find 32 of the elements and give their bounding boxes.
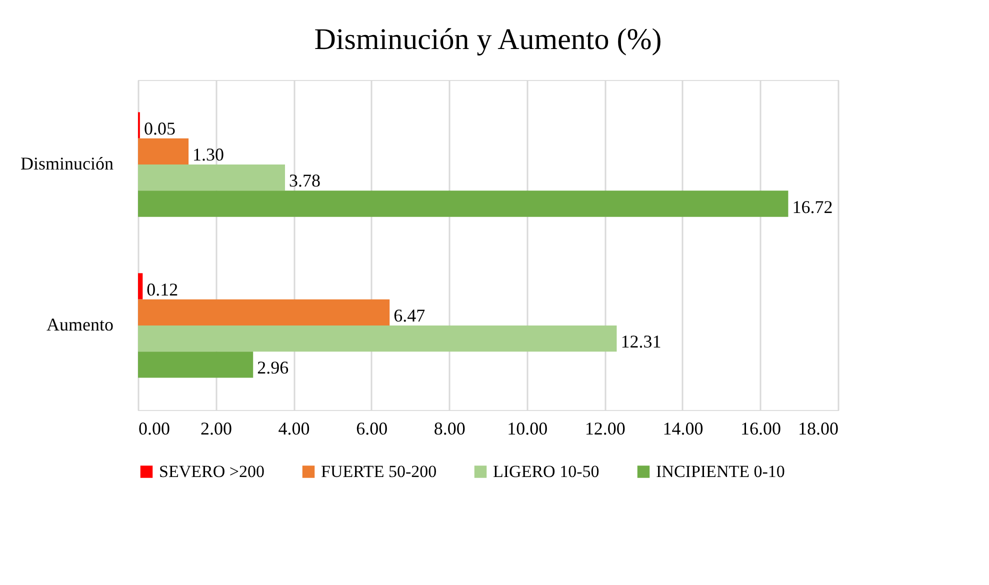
legend-label: LIGERO 10-50 bbox=[493, 462, 600, 481]
y-tick-label: Disminución bbox=[20, 154, 114, 174]
bar bbox=[138, 273, 143, 300]
x-tick-label: 12.00 bbox=[584, 418, 626, 438]
chart-title: Disminución y Aumento (%) bbox=[314, 23, 662, 56]
legend-label: INCIPIENTE 0-10 bbox=[656, 462, 785, 481]
legend-label: FUERTE 50-200 bbox=[321, 462, 437, 481]
x-tick-label: 4.00 bbox=[278, 418, 310, 438]
bar bbox=[138, 164, 285, 191]
data-label: 16.72 bbox=[792, 196, 833, 217]
data-label: 0.05 bbox=[144, 118, 176, 138]
bar bbox=[138, 190, 788, 217]
bar bbox=[138, 138, 189, 165]
x-tick-label: 2.00 bbox=[200, 418, 232, 438]
x-tick-label: 10.00 bbox=[507, 418, 548, 438]
x-tick-label: 0.00 bbox=[138, 418, 170, 438]
x-tick-label: 18.00 bbox=[798, 418, 838, 438]
x-tick-label: 16.00 bbox=[740, 418, 781, 438]
data-label: 0.12 bbox=[146, 279, 178, 300]
y-tick-label: Aumento bbox=[46, 314, 114, 334]
data-label: 12.31 bbox=[620, 332, 662, 352]
data-label: 6.47 bbox=[394, 305, 426, 326]
data-label: 1.30 bbox=[192, 144, 224, 164]
bar bbox=[138, 352, 254, 378]
x-tick-label: 6.00 bbox=[356, 418, 388, 438]
data-label: 2.96 bbox=[257, 358, 289, 378]
x-tick-label: 8.00 bbox=[434, 418, 466, 438]
legend-label: SEVERO >200 bbox=[159, 462, 264, 481]
bar bbox=[138, 299, 390, 326]
bar bbox=[138, 325, 617, 352]
x-tick-label: 14.00 bbox=[662, 418, 704, 438]
data-label: 3.78 bbox=[289, 170, 320, 191]
